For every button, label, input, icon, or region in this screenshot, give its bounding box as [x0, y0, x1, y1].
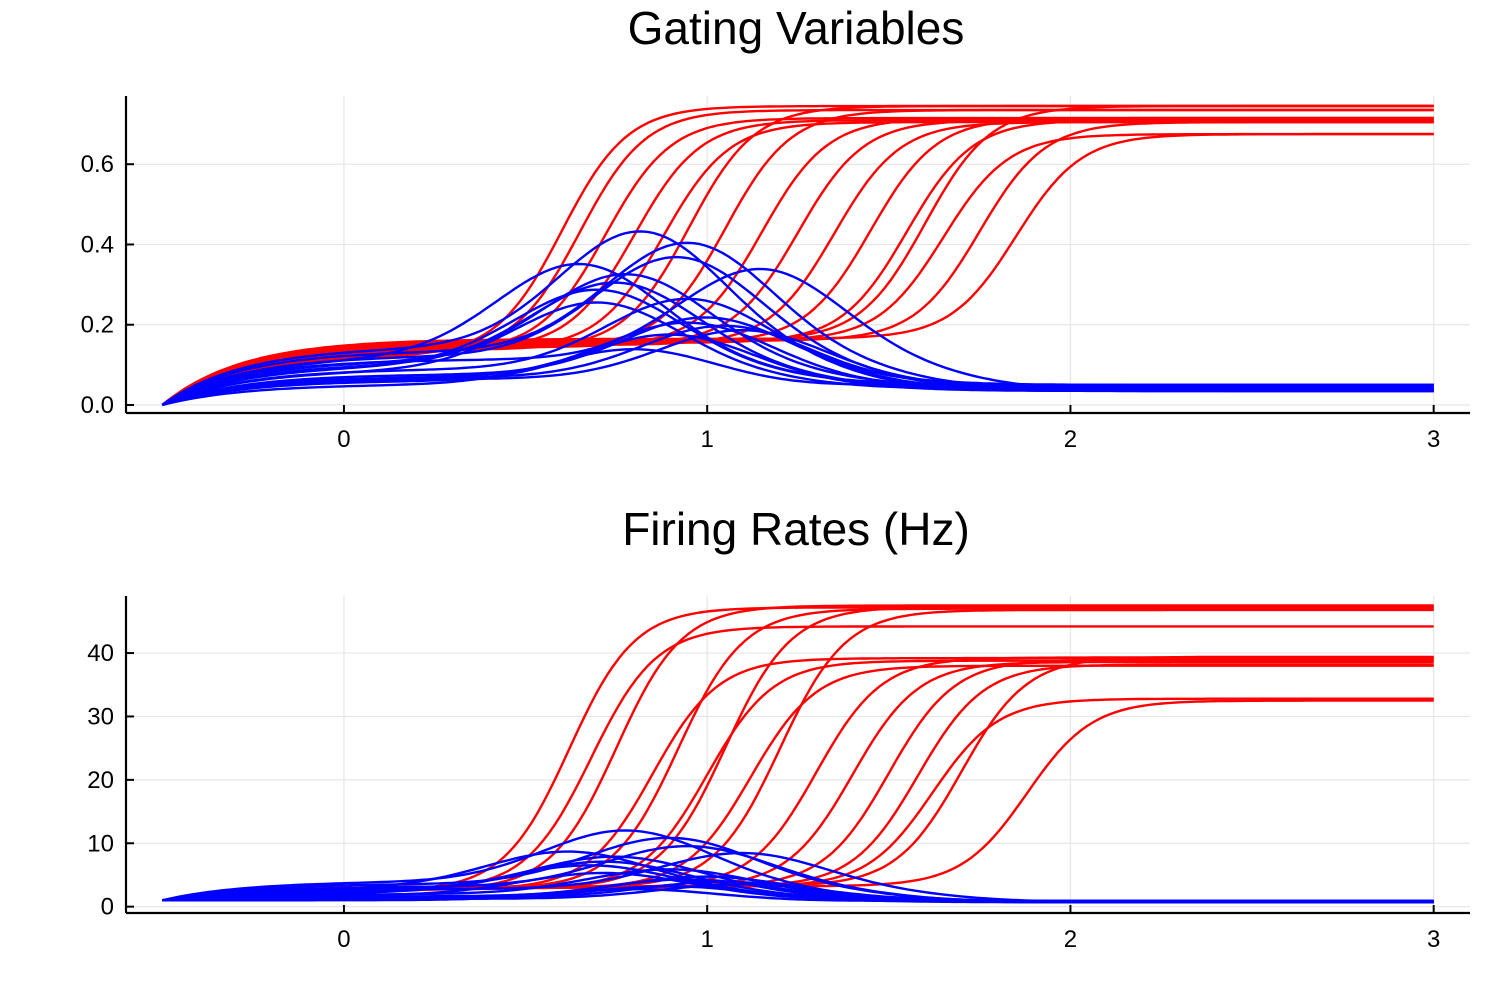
y-tick-labels: 0.0 0.2 0.4 0.6: [81, 151, 114, 419]
red-series-line-7: [162, 605, 1434, 902]
chart-panel-gating: Gating Variables 0.0 0.2 0.4 0.6 0 1 2 3: [81, 2, 1470, 453]
red-series-line-6: [162, 659, 1434, 902]
red-series-line-15: [162, 655, 1434, 902]
x-tick-label: 3: [1427, 426, 1440, 453]
axes: [124, 596, 1470, 915]
x-tick-label: 0: [337, 926, 350, 953]
red-series-line-4: [162, 656, 1434, 902]
grid: [126, 596, 1470, 913]
y-tick-labels: 0 10 20 30 40: [87, 640, 114, 921]
y-tick-label: 0.2: [81, 312, 114, 339]
blue-series-line-16: [162, 888, 1434, 903]
blue-series-line-13: [161, 324, 1434, 407]
plot-area: [161, 104, 1434, 407]
blue-series-line-16: [161, 348, 1434, 407]
y-tick-label: 30: [87, 703, 114, 730]
x-tick-label: 2: [1064, 426, 1077, 453]
chart-panel-firing-rates: Firing Rates (Hz) 0 10 20 30 40 0 1 2 3: [87, 503, 1470, 953]
x-tick-labels: 0 1 2 3: [337, 926, 1440, 953]
x-tick-label: 1: [701, 426, 714, 453]
y-tick-label: 0: [101, 894, 114, 921]
grid: [126, 96, 1470, 413]
y-tick-label: 0.0: [81, 392, 114, 419]
x-tick-label: 1: [701, 926, 714, 953]
y-tick-label: 10: [87, 830, 114, 857]
axes: [124, 96, 1470, 415]
red-series-line-5: [162, 607, 1434, 902]
y-tick-label: 40: [87, 640, 114, 667]
red-series-line-16: [162, 699, 1434, 902]
y-tick-label: 20: [87, 767, 114, 794]
y-tick-label: 0.6: [81, 151, 114, 178]
chart-title: Firing Rates (Hz): [622, 503, 970, 555]
x-tick-labels: 0 1 2 3: [337, 426, 1440, 453]
red-series-line-2: [162, 625, 1434, 902]
plot-area: [162, 604, 1434, 904]
y-tick-label: 0.4: [81, 231, 114, 258]
x-tick-label: 3: [1427, 926, 1440, 953]
red-series-line-14: [162, 697, 1434, 902]
x-tick-label: 2: [1064, 926, 1077, 953]
x-tick-label: 0: [337, 426, 350, 453]
blue-series-line-14: [161, 329, 1434, 407]
red-series-line-3: [162, 604, 1434, 902]
chart-title: Gating Variables: [628, 2, 965, 54]
blue-series-line-15: [161, 333, 1434, 407]
red-series-line-1: [162, 606, 1434, 902]
red-series-line-10: [162, 656, 1434, 902]
red-series-line-16: [161, 132, 1434, 406]
